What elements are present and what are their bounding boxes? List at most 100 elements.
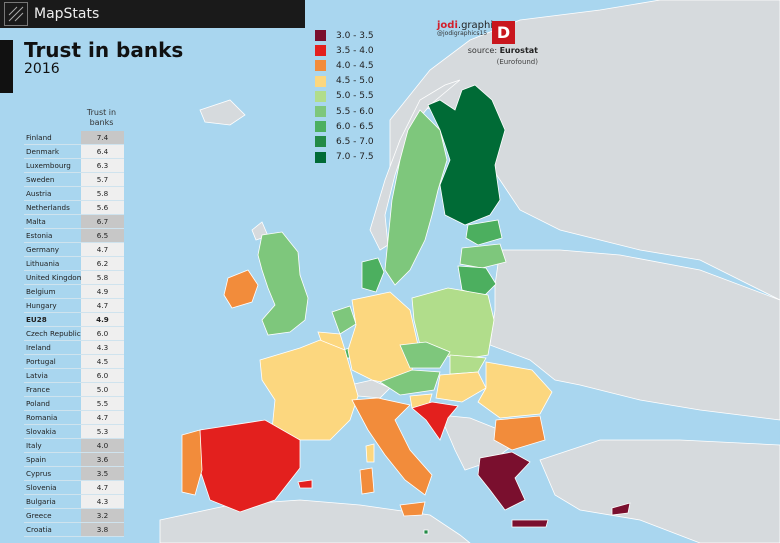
country-cell: Hungary [26,301,57,310]
legend-item: 6.0 - 6.5 [315,119,374,134]
latvia [459,243,507,269]
country-cell: Romania [26,413,58,422]
value-cell: 6.5 [80,229,124,242]
credit-block: jodi.graphics @jodigraphics15 [437,20,521,37]
value-cell: 4.5 [80,355,124,368]
table-row: Belgium 4.9 [24,285,124,299]
netherlands [331,305,357,335]
austria [379,369,441,396]
sweden [384,109,448,286]
legend-item: 5.5 - 6.0 [315,104,374,119]
legend-label: 7.0 - 7.5 [336,152,374,163]
greece-crete [511,519,549,528]
country-cell: Slovakia [26,427,57,436]
country-cell: Portugal [26,357,56,366]
legend-label: 4.5 - 5.0 [336,76,374,87]
italy [351,397,433,496]
country-cell: Germany [26,245,60,254]
norway [369,79,461,251]
portugal [181,429,203,496]
table-row: Romania 4.7 [24,411,124,425]
country-cell: Netherlands [26,203,70,212]
cyprus [611,502,631,516]
table-row: Portugal 4.5 [24,355,124,369]
country-cell: Austria [26,189,52,198]
value-cell: 3.2 [80,509,124,522]
legend-swatch [315,90,326,102]
country-cell: Spain [26,455,47,464]
mapstats-logo-icon [4,2,28,26]
balearic [297,479,313,489]
table-row: Sweden 5.7 [24,173,124,187]
table-row: Slovenia 4.7 [24,481,124,495]
value-cell: 7.4 [80,131,124,144]
table-row: Malta 6.7 [24,215,124,229]
country-cell: Latvia [26,371,48,380]
spain [199,419,301,513]
country-cell: Bulgaria [26,497,56,506]
legend-item: 4.5 - 5.0 [315,74,374,89]
finland [427,84,506,226]
value-cell: 4.9 [80,285,124,298]
table-row: Poland 5.5 [24,397,124,411]
title-accent-bar [0,40,13,93]
legend-swatch [315,136,326,148]
country-cell: Czech Republic [26,329,81,338]
legend-swatch [315,151,326,163]
table-row: Luxembourg 6.3 [24,159,124,173]
corsica [365,443,375,463]
legend-item: 3.0 - 3.5 [315,28,374,43]
value-cell: 6.0 [80,327,124,340]
malta [423,529,429,535]
table-row: Hungary 4.7 [24,299,124,313]
value-cell: 5.0 [80,383,124,396]
country-cell: Poland [26,399,50,408]
legend-swatch [315,75,326,87]
country-cell: Greece [26,511,52,520]
table-row: Denmark 6.4 [24,145,124,159]
table-row: Spain 3.6 [24,453,124,467]
value-cell: 5.3 [80,425,124,438]
hungary [435,371,487,403]
value-cell: 3.5 [80,467,124,480]
jodi-logo-icon: D [492,21,515,44]
value-cell: 4.0 [80,439,124,452]
credit-name: jodi.graphics [437,20,504,31]
value-cell: 5.8 [80,187,124,200]
poland [411,287,495,361]
top-bar: MapStats [0,0,305,28]
source-line: source: Eurostat [467,46,538,55]
country-cell: Ireland [26,343,51,352]
value-cell: 5.5 [80,397,124,410]
table-row: Cyprus 3.5 [24,467,124,481]
table-row: Estonia 6.5 [24,229,124,243]
germany [347,291,419,386]
value-cell: 6.7 [80,215,124,228]
map-legend: 3.0 - 3.5 3.5 - 4.0 4.0 - 4.5 4.5 - 5.0 5.0 … [315,28,374,165]
legend-swatch [315,106,326,118]
country-cell: United Kingdom [26,273,81,282]
credit-handle: @jodigraphics15 [437,30,488,37]
value-cell: 4.7 [80,243,124,256]
united-kingdom [257,231,309,336]
legend-label: 5.0 - 5.5 [336,91,374,102]
table-row: Germany 4.7 [24,243,124,257]
table-row: Lithuania 6.2 [24,257,124,271]
table-row: Austria 5.8 [24,187,124,201]
country-cell: France [26,385,50,394]
czech-republic [399,341,451,369]
value-cell: 4.7 [80,411,124,424]
romania [477,361,553,419]
legend-item: 5.0 - 5.5 [315,89,374,104]
brand-name[interactable]: MapStats [34,6,100,22]
denmark [361,257,385,293]
bulgaria [493,415,546,451]
value-cell: 6.2 [80,257,124,270]
value-cell: 6.3 [80,159,124,172]
legend-swatch [315,30,326,42]
value-cell: 5.8 [80,271,124,284]
table-row: United Kingdom 5.8 [24,271,124,285]
country-cell: Denmark [26,147,60,156]
iceland-area [199,99,246,126]
